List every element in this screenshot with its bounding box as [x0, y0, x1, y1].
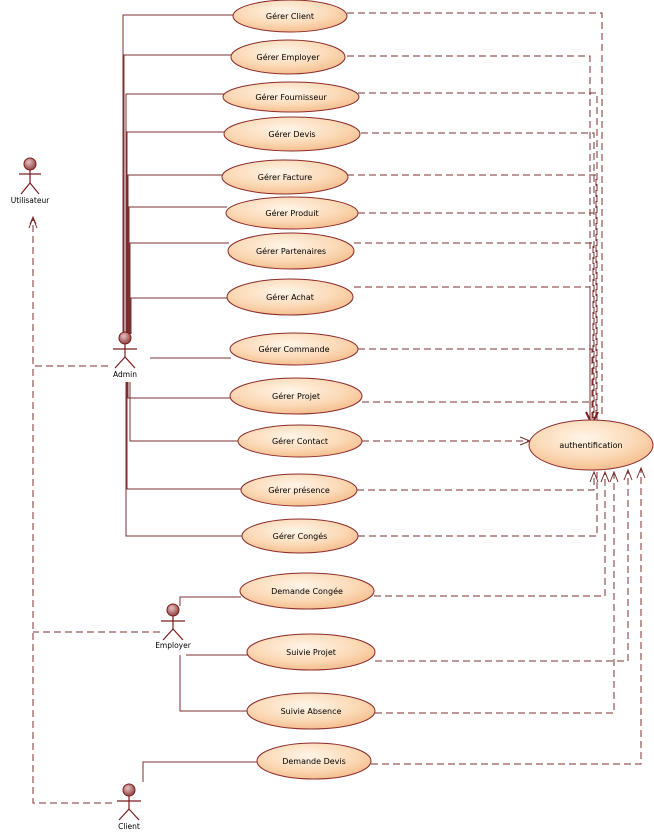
use-case-label: authentification	[559, 441, 622, 450]
assoc-admin-gerer-partenaires	[129, 242, 229, 334]
use-case-suivie-absence[interactable]: Suivie Absence	[246, 692, 376, 730]
use-case-authentification[interactable]: authentification	[528, 419, 654, 471]
inc-arrow-bottom-4	[623, 468, 633, 481]
stick-figure-icon	[113, 331, 137, 369]
use-case-label: Gérer Achat	[266, 292, 314, 302]
actor-label: Utilisateur	[11, 196, 50, 205]
use-case-demande-devis[interactable]: Demande Devis	[256, 742, 372, 780]
inc-gerer-projet	[362, 401, 591, 420]
use-case-label: Gérer Fournisseur	[255, 92, 327, 102]
use-case-label: Gérer Employer	[257, 52, 321, 62]
inc-gerer-commande	[358, 348, 593, 420]
use-case-gerer-presence[interactable]: Gérer présence	[240, 473, 358, 507]
use-cases: Gérer Client Gérer Employer Gérer Fourni…	[221, 0, 654, 780]
use-case-gerer-devis[interactable]: Gérer Devis	[223, 116, 361, 152]
use-case-demande-congee[interactable]: Demande Congée	[239, 572, 375, 610]
inc-gerer-presence	[357, 472, 595, 491]
actor-client[interactable]: Client	[117, 783, 141, 831]
employer-associations	[142, 596, 258, 782]
assoc-client-demande-devis	[142, 761, 258, 782]
use-case-gerer-employer[interactable]: Gérer Employer	[230, 39, 346, 75]
assoc-employer-demande-congee	[179, 596, 241, 606]
use-case-suivie-projet[interactable]: Suivie Projet	[246, 633, 376, 671]
inc-gerer-partenaires	[354, 242, 594, 420]
stick-figure-icon	[19, 157, 41, 195]
assoc-employer-suivie-absence	[179, 655, 247, 712]
use-case-label: Suivie Absence	[281, 707, 342, 716]
use-case-gerer-produit[interactable]: Gérer Produit	[225, 196, 359, 230]
actor-employer[interactable]: Employer	[155, 603, 192, 650]
inc-arrow-bottom-2	[600, 470, 610, 483]
inc-demande-devis	[371, 468, 642, 765]
include-lines	[347, 12, 646, 765]
use-case-label: Gérer Devis	[268, 129, 315, 139]
use-case-gerer-partenaires[interactable]: Gérer Partenaires	[227, 232, 355, 270]
generalization-lines	[28, 215, 160, 804]
assoc-admin-gerer-achat	[130, 297, 227, 334]
inc-arrow-bottom-5	[636, 466, 646, 479]
assoc-admin-gerer-client	[122, 14, 233, 334]
gen-client-utilisateur	[32, 366, 112, 804]
inc-gerer-client	[347, 12, 603, 418]
stick-figure-icon	[161, 603, 185, 641]
use-case-gerer-facture[interactable]: Gérer Facture	[221, 159, 349, 195]
assoc-admin-gerer-fournisseur	[125, 93, 224, 334]
use-case-label: Gérer Contact	[272, 436, 328, 446]
inc-suivie-projet	[375, 470, 629, 662]
assoc-admin-gerer-devis	[126, 131, 224, 334]
use-case-label: Gérer Commande	[258, 344, 329, 354]
gen-arrow-head-2	[29, 215, 37, 225]
use-case-label: Gérer présence	[268, 485, 330, 495]
inc-gerer-conges	[358, 472, 598, 537]
inc-demande-congee	[374, 472, 606, 597]
assoc-admin-gerer-contact	[129, 382, 238, 442]
use-case-label: Demande Devis	[282, 757, 346, 766]
actor-admin[interactable]: Admin	[113, 331, 137, 379]
actor-label: Admin	[113, 370, 137, 379]
stick-figure-icon	[117, 783, 141, 821]
use-case-label: Demande Congée	[271, 586, 343, 596]
use-case-label: Gérer Congés	[273, 531, 328, 541]
inc-gerer-employer	[347, 55, 591, 420]
use-case-label: Gérer Facture	[258, 172, 312, 182]
inc-arrow-bottom-1	[589, 470, 599, 483]
actor-label: Employer	[155, 641, 192, 650]
assoc-admin-gerer-conges	[125, 382, 242, 537]
use-case-label: Suivie Projet	[286, 648, 336, 657]
assoc-admin-gerer-presence	[126, 382, 241, 490]
admin-associations	[122, 14, 242, 537]
assoc-admin-gerer-produit	[128, 206, 227, 334]
inc-gerer-achat	[354, 286, 591, 420]
use-case-gerer-conges[interactable]: Gérer Congés	[241, 518, 359, 554]
assoc-admin-gerer-projet	[127, 382, 230, 399]
gen-admin-utilisateur	[32, 218, 108, 367]
inc-gerer-facture	[347, 174, 597, 420]
use-case-label: Gérer Client	[266, 11, 314, 21]
use-case-gerer-achat[interactable]: Gérer Achat	[226, 278, 354, 316]
inc-gerer-fournisseur	[358, 92, 598, 420]
inc-gerer-produit	[358, 212, 595, 420]
use-case-gerer-commande[interactable]: Gérer Commande	[229, 332, 359, 366]
use-case-label: Gérer Projet	[272, 391, 320, 401]
assoc-admin-gerer-employer	[123, 54, 232, 334]
use-case-label: Gérer Partenaires	[256, 246, 326, 256]
inc-gerer-devis	[361, 132, 595, 420]
inc-suivie-absence	[375, 472, 615, 714]
use-case-gerer-client[interactable]: Gérer Client	[232, 0, 348, 33]
assoc-admin-gerer-facture	[127, 174, 223, 334]
use-case-label: Gérer Produit	[265, 208, 318, 218]
use-case-gerer-contact[interactable]: Gérer Contact	[237, 424, 363, 458]
actor-utilisateur[interactable]: Utilisateur	[11, 157, 50, 205]
inc-arrow-bottom-3	[609, 470, 619, 483]
use-case-gerer-fournisseur[interactable]: Gérer Fournisseur	[222, 81, 360, 113]
actor-label: Client	[118, 822, 140, 831]
use-case-gerer-projet[interactable]: Gérer Projet	[229, 377, 363, 415]
